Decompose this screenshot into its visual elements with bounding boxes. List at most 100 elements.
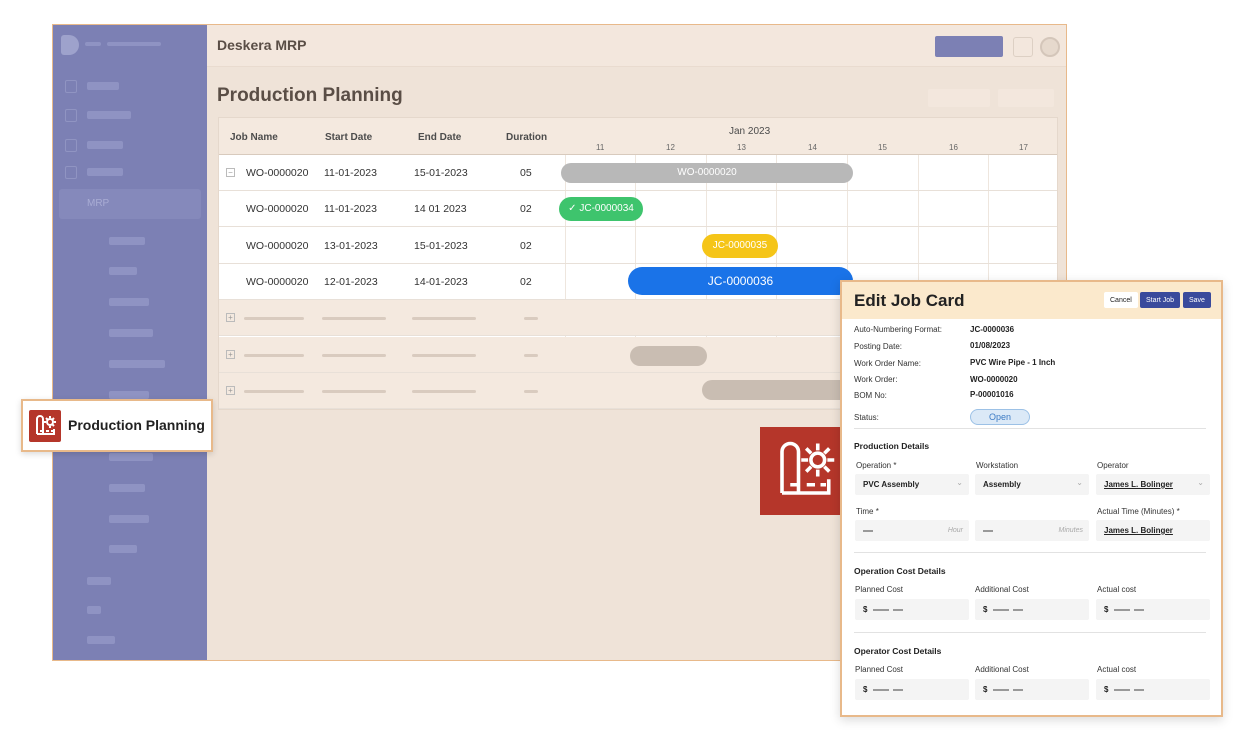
gantt-bar-wo[interactable]: WO-0000020 [561,163,853,183]
status-badge[interactable]: Open [970,409,1030,425]
job-name: WO-0000020 [246,276,309,288]
field-label: Planned Cost [855,665,904,674]
field-value: 01/08/2023 [970,341,1011,350]
day-label: 15 [878,143,887,152]
callout-label: Production Planning [68,417,205,433]
day-label: 14 [808,143,817,152]
start-job-button[interactable]: Start Job [1140,292,1181,308]
start-date: 12-01-2023 [324,276,378,288]
duration: 02 [520,276,532,288]
save-button[interactable]: Save [1183,292,1211,308]
section-title: Production Details [854,441,930,451]
page-title: Production Planning [217,85,403,106]
job-name: WO-0000020 [246,167,309,179]
job-name: WO-0000020 [246,203,309,215]
field-label: Time * [856,507,879,516]
dialog-title: Edit Job Card [854,291,965,310]
field-label: Actual Time (Minutes) * [1097,507,1180,516]
notification-icon[interactable] [1013,37,1033,57]
calendar-button[interactable] [928,89,990,107]
table-row[interactable]: WO-0000020 13-01-2023 15-01-2023 02 [219,228,1057,264]
start-date: 11-01-2023 [324,203,377,215]
chevron-down-icon: ⌄ [956,478,963,487]
field-label: BOM No: [854,391,887,400]
production-planning-icon [760,427,848,515]
operator-additional-cost-input[interactable]: $ [975,679,1089,700]
chevron-down-icon: ⌄ [1197,478,1204,487]
app-title: Deskera MRP [217,37,307,53]
end-date: 14 01 2023 [414,203,467,215]
field-value: JC-0000036 [970,325,1015,334]
status-label: Status: [854,413,879,422]
start-date: 13-01-2023 [324,240,378,252]
gantt-bar-jc36[interactable]: JC-0000036 [628,267,853,295]
gantt-bar-jc34[interactable]: ✓ JC-0000034 [559,197,643,221]
table-row[interactable]: WO-0000020 11-01-2023 14 01 2023 02 [219,191,1057,227]
field-label: Operation * [856,461,897,470]
sidebar-item-mrp[interactable]: MRP [59,189,201,219]
field-label: Work Order: [854,375,898,384]
additional-cost-input[interactable]: $ [975,599,1089,620]
operator-actual-cost-input[interactable]: $ [1096,679,1210,700]
field-label: Auto-Numbering Format: [854,325,943,334]
section-title: Operation Cost Details [854,566,946,576]
sidebar: MRP [53,25,207,660]
planned-cost-input[interactable]: $ [855,599,969,620]
dialog-header: Edit Job Card Cancel Start Job Save [842,282,1221,319]
field-value: WO-0000020 [970,375,1018,384]
field-label: Workstation [976,461,1019,470]
sidebar-item[interactable] [87,168,123,176]
field-label: Additional Cost [975,585,1029,594]
start-date: 11-01-2023 [324,167,377,179]
chevron-down-icon: ⌄ [1076,478,1083,487]
column-header: Job Name [230,132,278,143]
end-date: 14-01-2023 [414,276,468,288]
cancel-button[interactable]: Cancel [1104,292,1138,308]
operation-select[interactable]: PVC Assembly ⌄ [855,474,969,495]
collapse-icon[interactable]: − [226,168,235,177]
end-date: 15-01-2023 [414,167,468,179]
field-label: Operator [1097,461,1129,470]
minutes-input[interactable]: Minutes [975,520,1089,541]
field-label: Planned Cost [855,585,904,594]
sidebar-item[interactable] [87,111,131,119]
operator-select[interactable]: James L. Bolinger ⌄ [1096,474,1210,495]
field-label: Posting Date: [854,342,903,351]
day-label: 17 [1019,143,1028,152]
sidebar-item[interactable] [87,82,119,90]
gantt-bar-jc35[interactable]: JC-0000035 [702,234,778,258]
view-dropdown[interactable] [998,89,1054,107]
avatar[interactable] [1040,37,1060,57]
logo [61,35,79,55]
field-value: P-00001016 [970,390,1014,399]
production-planning-callout: Production Planning [21,399,213,452]
day-label: 16 [949,143,958,152]
duration: 02 [520,240,532,252]
header-button[interactable] [935,36,1003,57]
duration: 05 [520,167,532,179]
table-row[interactable]: − WO-0000020 11-01-2023 15-01-2023 05 [219,155,1057,191]
day-label: 13 [737,143,746,152]
field-label: Additional Cost [975,665,1029,674]
field-label: Actual cost [1097,665,1137,674]
sidebar-item[interactable] [87,141,123,149]
duration: 02 [520,203,532,215]
day-label: 12 [666,143,675,152]
actual-time-input[interactable]: James L. Bolinger [1096,520,1210,541]
field-label: Actual cost [1097,585,1137,594]
operator-planned-cost-input[interactable]: $ [855,679,969,700]
edit-job-card-dialog: Edit Job Card Cancel Start Job Save Auto… [840,280,1223,717]
table-row[interactable]: WO-0000020 12-01-2023 14-01-2023 02 [219,264,1057,300]
hours-input[interactable]: Hour [855,520,969,541]
job-name: WO-0000020 [246,240,309,252]
actual-cost-input[interactable]: $ [1096,599,1210,620]
workstation-select[interactable]: Assembly ⌄ [975,474,1089,495]
top-header: Deskera MRP [207,25,1066,67]
column-header: Duration [506,132,548,143]
month-label: Jan 2023 [729,126,771,137]
section-title: Operator Cost Details [854,646,942,656]
column-header: End Date [418,132,462,143]
column-header: Start Date [325,132,373,143]
day-label: 11 [596,143,605,152]
table-header: Job Name Start Date End Date Duration Ja… [219,118,1057,155]
